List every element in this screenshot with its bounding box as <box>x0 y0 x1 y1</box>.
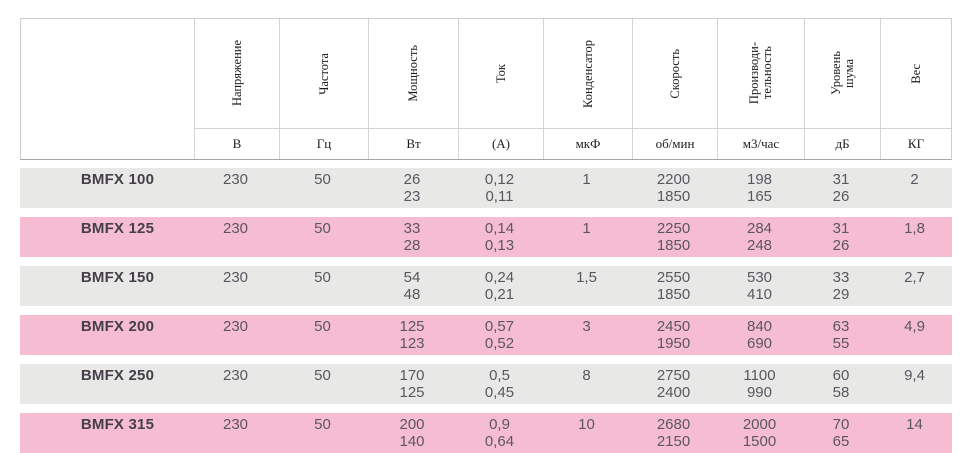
value-cell-weight: 14 <box>906 416 923 433</box>
value-cell-current: 0,14 0,13 <box>484 220 515 254</box>
col-header-airflow: Производи- тельность <box>717 19 804 128</box>
value-cell-current: 0,57 0,52 <box>484 318 515 352</box>
value-cell-capacitor: 1 <box>582 220 591 237</box>
col-header-capacitor: Конденсатор <box>543 19 632 128</box>
value-cell-voltage: 230 <box>222 269 249 286</box>
value-cell-airflow: 198 165 <box>746 171 773 205</box>
unit-cell-frequency: Гц <box>279 128 368 159</box>
value-cell-airflow: 840 690 <box>746 318 773 352</box>
value-cell-frequency: 50 <box>314 416 331 433</box>
model-cell: BMFX 100 <box>80 171 155 188</box>
col-header-voltage: Напряжение <box>194 19 279 128</box>
unit-cell-current: (А) <box>458 128 543 159</box>
model-cell: BMFX 150 <box>80 269 155 286</box>
table-row-bmfx-100: BMFX 100 230 50 26 23 0,12 0,11 1 2200 1… <box>20 168 952 208</box>
model-cell: BMFX 200 <box>80 318 155 335</box>
value-cell-frequency: 50 <box>314 220 331 237</box>
value-cell-power: 170 125 <box>399 367 425 401</box>
col-header-current-label: Ток <box>493 63 508 84</box>
corner-cell <box>21 19 194 159</box>
value-cell-capacitor: 10 <box>578 416 595 433</box>
unit-cell-airflow: м3/час <box>717 128 804 159</box>
table-row-bmfx-200: BMFX 200 230 50 125 123 0,57 0,52 3 2450… <box>20 315 952 355</box>
value-cell-voltage: 230 <box>222 318 249 335</box>
value-cell-current: 0,5 0,45 <box>484 367 515 401</box>
value-cell-speed: 2550 1850 <box>656 269 691 303</box>
model-cell: BMFX 125 <box>80 220 155 237</box>
value-cell-frequency: 50 <box>314 367 331 384</box>
col-header-power: Мощность <box>368 19 458 128</box>
value-cell-voltage: 230 <box>222 171 249 188</box>
value-cell-noise-level: 70 65 <box>832 416 850 450</box>
unit-cell-weight: КГ <box>880 128 951 159</box>
unit-cell-capacitor: мкФ <box>543 128 632 159</box>
value-cell-weight: 4,9 <box>904 318 925 335</box>
value-cell-current: 0,12 0,11 <box>484 171 515 205</box>
col-header-frequency-label: Частота <box>316 52 331 95</box>
value-cell-weight: 9,4 <box>904 367 925 384</box>
value-cell-speed: 2750 2400 <box>656 367 691 401</box>
value-cell-capacitor: 8 <box>582 367 591 384</box>
value-cell-weight: 1,8 <box>904 220 925 237</box>
value-cell-power: 125 123 <box>399 318 425 352</box>
value-cell-airflow: 2000 1500 <box>742 416 777 450</box>
col-header-voltage-label: Напряжение <box>229 40 244 107</box>
col-header-current: Ток <box>458 19 543 128</box>
value-cell-current: 0,24 0,21 <box>484 269 515 303</box>
value-cell-noise-level: 63 55 <box>832 318 850 352</box>
unit-cell-power: Вт <box>368 128 458 159</box>
value-cell-noise-level: 33 29 <box>832 269 850 303</box>
value-cell-power: 33 28 <box>403 220 421 254</box>
col-header-airflow-label: Производи- тельность <box>747 42 774 105</box>
value-cell-current: 0,9 0,64 <box>484 416 515 450</box>
value-cell-airflow: 1100 990 <box>743 367 776 401</box>
table-row-bmfx-315: BMFX 315 230 50 200 140 0,9 0,64 10 2680… <box>20 413 952 453</box>
value-cell-voltage: 230 <box>222 220 249 237</box>
value-cell-noise-level: 60 58 <box>832 367 850 401</box>
table-header: Напряжение Частота Мощность Ток Конденса… <box>20 18 952 160</box>
value-cell-frequency: 50 <box>314 318 331 335</box>
col-header-speed: Скорость <box>632 19 717 128</box>
col-header-power-label: Мощность <box>406 45 420 102</box>
value-cell-airflow: 284 248 <box>746 220 773 254</box>
col-header-weight-label: Вес <box>908 63 923 84</box>
value-cell-voltage: 230 <box>222 416 249 433</box>
unit-cell-noise-level: дБ <box>804 128 880 159</box>
value-cell-capacitor: 3 <box>582 318 591 335</box>
value-cell-capacitor: 1,5 <box>576 269 597 286</box>
value-cell-voltage: 230 <box>222 367 249 384</box>
col-header-noise-level: Уровень шума <box>804 19 880 128</box>
unit-cell-voltage: В <box>194 128 279 159</box>
value-cell-airflow: 530 410 <box>746 269 773 303</box>
table-row-bmfx-250: BMFX 250 230 50 170 125 0,5 0,45 8 2750 … <box>20 364 952 404</box>
col-header-speed-label: Скорость <box>667 48 682 99</box>
value-cell-power: 200 140 <box>399 416 425 450</box>
model-cell: BMFX 315 <box>80 416 155 433</box>
value-cell-noise-level: 31 26 <box>832 220 850 254</box>
table-row-bmfx-150: BMFX 150 230 50 54 48 0,24 0,21 1,5 2550… <box>20 266 952 306</box>
value-cell-speed: 2250 1850 <box>656 220 691 254</box>
model-cell: BMFX 250 <box>80 367 155 384</box>
value-cell-speed: 2450 1950 <box>656 318 691 352</box>
value-cell-power: 54 48 <box>403 269 421 303</box>
unit-cell-speed: об/мин <box>632 128 717 159</box>
value-cell-speed: 2680 2150 <box>656 416 691 450</box>
value-cell-weight: 2 <box>910 171 919 188</box>
value-cell-weight: 2,7 <box>904 269 925 286</box>
table-body: BMFX 100 230 50 26 23 0,12 0,11 1 2200 1… <box>20 168 952 453</box>
col-header-frequency: Частота <box>279 19 368 128</box>
col-header-capacitor-label: Конденсатор <box>580 39 595 108</box>
value-cell-power: 26 23 <box>403 171 421 205</box>
col-header-weight: Вес <box>880 19 951 128</box>
value-cell-speed: 2200 1850 <box>656 171 691 205</box>
value-cell-frequency: 50 <box>314 269 331 286</box>
value-cell-noise-level: 31 26 <box>832 171 850 205</box>
table-row-bmfx-125: BMFX 125 230 50 33 28 0,14 0,13 1 2250 1… <box>20 217 952 257</box>
value-cell-capacitor: 1 <box>582 171 591 188</box>
value-cell-frequency: 50 <box>314 171 331 188</box>
col-header-noise-level-label: Уровень шума <box>828 51 856 96</box>
